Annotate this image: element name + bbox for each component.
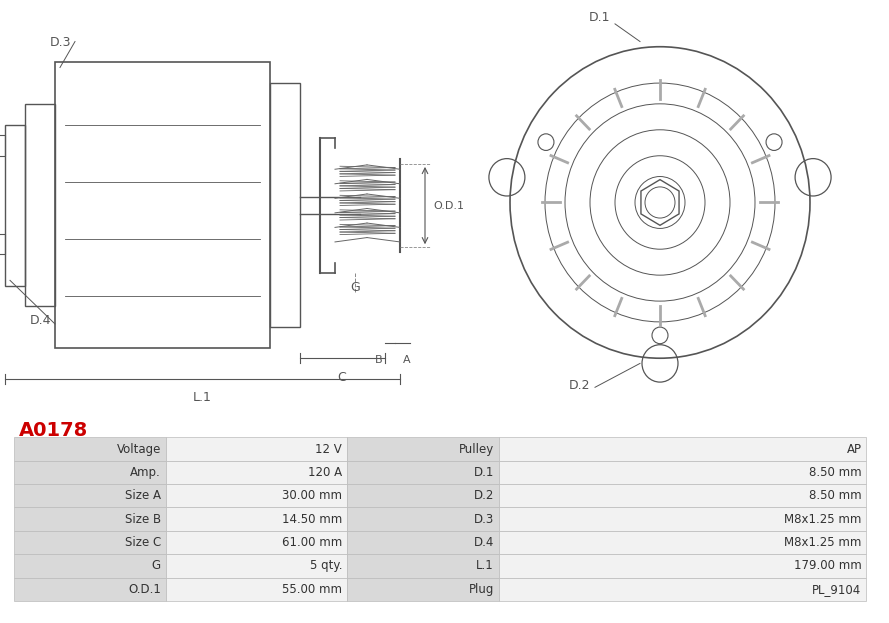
Bar bbox=[165, 437, 347, 461]
Text: M8x1.25 mm: M8x1.25 mm bbox=[784, 513, 861, 526]
Text: M8x1.25 mm: M8x1.25 mm bbox=[784, 536, 861, 549]
Bar bbox=[347, 437, 499, 461]
Text: Plug: Plug bbox=[469, 583, 494, 596]
Bar bbox=[14, 484, 165, 507]
Bar bbox=[14, 578, 165, 601]
Bar bbox=[165, 507, 347, 531]
Text: 5 qty.: 5 qty. bbox=[309, 559, 342, 573]
Bar bbox=[499, 461, 867, 484]
Text: D.1: D.1 bbox=[589, 11, 611, 24]
Bar bbox=[347, 578, 499, 601]
Text: 120 A: 120 A bbox=[308, 466, 342, 479]
Bar bbox=[55, 62, 270, 348]
Bar bbox=[270, 83, 300, 327]
Text: Voltage: Voltage bbox=[116, 442, 161, 455]
Bar bbox=[347, 484, 499, 507]
Text: D.3: D.3 bbox=[50, 36, 71, 49]
Bar bbox=[25, 104, 55, 307]
Text: 8.50 mm: 8.50 mm bbox=[809, 466, 861, 479]
Text: 12 V: 12 V bbox=[316, 442, 342, 455]
Bar bbox=[347, 507, 499, 531]
Text: C: C bbox=[338, 371, 347, 384]
Bar bbox=[347, 461, 499, 484]
Bar bbox=[499, 531, 867, 554]
Text: Amp.: Amp. bbox=[130, 466, 161, 479]
Text: L.1: L.1 bbox=[193, 391, 212, 404]
Bar bbox=[14, 531, 165, 554]
Bar bbox=[165, 531, 347, 554]
Text: A0178: A0178 bbox=[19, 421, 88, 439]
Text: B: B bbox=[374, 355, 382, 365]
Bar bbox=[165, 484, 347, 507]
Bar bbox=[0, 234, 5, 254]
Text: D.2: D.2 bbox=[474, 489, 494, 502]
Bar bbox=[499, 554, 867, 578]
Bar bbox=[499, 507, 867, 531]
Bar bbox=[165, 554, 347, 578]
Text: Size B: Size B bbox=[124, 513, 161, 526]
Text: AP: AP bbox=[846, 442, 861, 455]
Text: D.4: D.4 bbox=[30, 314, 52, 327]
Text: O.D.1: O.D.1 bbox=[128, 583, 161, 596]
Bar bbox=[499, 484, 867, 507]
Text: PL_9104: PL_9104 bbox=[813, 583, 861, 596]
Text: D.4: D.4 bbox=[474, 536, 494, 549]
Bar bbox=[499, 437, 867, 461]
Text: L.1: L.1 bbox=[477, 559, 494, 573]
Bar bbox=[165, 578, 347, 601]
Bar bbox=[14, 554, 165, 578]
Text: Size C: Size C bbox=[124, 536, 161, 549]
Text: D.3: D.3 bbox=[474, 513, 494, 526]
Text: A: A bbox=[404, 355, 411, 365]
Text: D.1: D.1 bbox=[474, 466, 494, 479]
Bar bbox=[347, 554, 499, 578]
Text: 8.50 mm: 8.50 mm bbox=[809, 489, 861, 502]
Bar bbox=[5, 125, 25, 285]
Text: Size A: Size A bbox=[124, 489, 161, 502]
Bar bbox=[14, 461, 165, 484]
Text: Pulley: Pulley bbox=[459, 442, 494, 455]
Text: 30.00 mm: 30.00 mm bbox=[282, 489, 342, 502]
Text: 179.00 mm: 179.00 mm bbox=[794, 559, 861, 573]
Bar bbox=[14, 437, 165, 461]
Bar bbox=[347, 531, 499, 554]
Text: 61.00 mm: 61.00 mm bbox=[282, 536, 342, 549]
Text: G: G bbox=[350, 281, 360, 294]
Text: O.D.1: O.D.1 bbox=[433, 201, 464, 211]
Text: D.2: D.2 bbox=[569, 379, 591, 392]
Bar bbox=[0, 135, 5, 156]
Bar bbox=[499, 578, 867, 601]
Bar bbox=[165, 461, 347, 484]
Text: 55.00 mm: 55.00 mm bbox=[282, 583, 342, 596]
Bar bbox=[14, 507, 165, 531]
Text: G: G bbox=[152, 559, 161, 573]
Text: 14.50 mm: 14.50 mm bbox=[282, 513, 342, 526]
